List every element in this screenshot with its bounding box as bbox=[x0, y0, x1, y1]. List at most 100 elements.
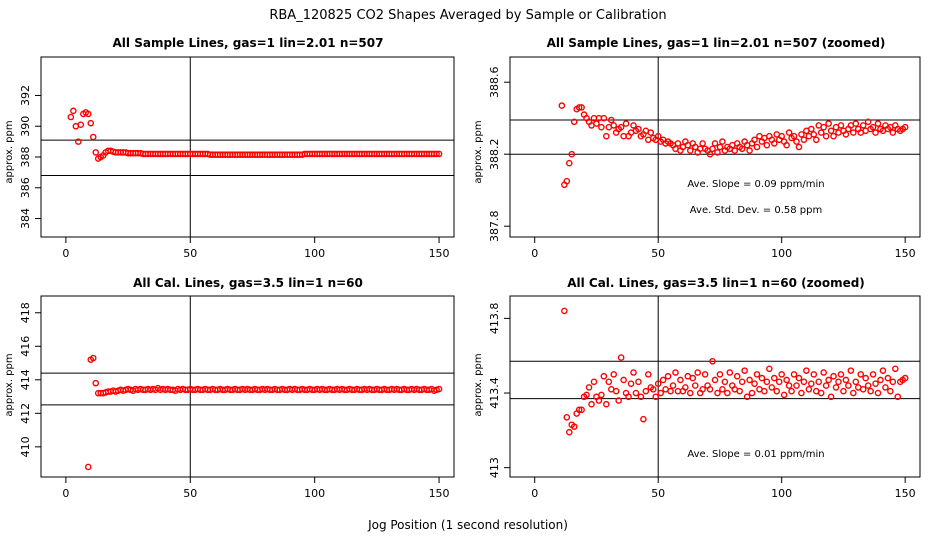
data-point bbox=[778, 371, 785, 378]
data-point bbox=[563, 413, 571, 421]
data-point bbox=[753, 371, 761, 378]
data-point bbox=[630, 122, 637, 129]
data-point bbox=[746, 376, 753, 384]
data-point bbox=[746, 147, 753, 154]
data-point bbox=[659, 376, 667, 384]
x-tick-label: 0 bbox=[62, 247, 69, 260]
y-tick-label: 384 bbox=[19, 208, 32, 229]
data-point bbox=[652, 393, 660, 401]
y-tick-label: 410 bbox=[19, 436, 32, 457]
y-tick-label: 390 bbox=[19, 116, 32, 137]
data-point bbox=[738, 378, 746, 386]
x-tick-label: 50 bbox=[651, 247, 665, 260]
data-point bbox=[800, 136, 808, 144]
data-point bbox=[630, 369, 637, 376]
data-point bbox=[89, 133, 97, 141]
chart-1: 0 50 100 150 387.8 388.2 388.6 Ave. Slope = 0.0… bbox=[488, 56, 921, 260]
y-tick-label: 413.8 bbox=[488, 303, 501, 335]
data-point bbox=[667, 387, 674, 395]
data-point bbox=[766, 365, 773, 373]
data-point bbox=[435, 385, 443, 393]
data-point bbox=[850, 129, 857, 136]
data-point bbox=[879, 367, 887, 374]
data-point bbox=[825, 120, 832, 127]
data-point bbox=[808, 380, 815, 388]
plot-frame bbox=[40, 295, 455, 478]
data-point bbox=[830, 132, 837, 140]
data-point bbox=[625, 393, 632, 401]
y-tick-label: 388 bbox=[19, 147, 32, 168]
data-point bbox=[827, 127, 835, 135]
x-tick-label: 0 bbox=[531, 487, 538, 500]
data-point bbox=[585, 384, 593, 391]
data-point bbox=[795, 143, 803, 151]
data-point bbox=[87, 119, 95, 127]
data-point bbox=[808, 125, 815, 133]
data-point bbox=[719, 138, 726, 145]
data-point bbox=[800, 378, 808, 386]
x-tick-label: 0 bbox=[531, 247, 538, 260]
chart-0: 0 50 100 150 384 386 388 390 392 bbox=[19, 56, 455, 260]
data-point bbox=[669, 382, 677, 389]
data-point bbox=[687, 147, 694, 154]
data-point bbox=[862, 374, 869, 382]
data-point bbox=[773, 387, 781, 395]
data-point bbox=[682, 384, 689, 391]
x-tick-label: 150 bbox=[429, 247, 450, 260]
data-point bbox=[810, 131, 818, 138]
data-point bbox=[775, 378, 783, 386]
data-point bbox=[887, 387, 894, 395]
data-point bbox=[635, 125, 642, 133]
data-point bbox=[810, 371, 818, 378]
data-point bbox=[877, 376, 884, 384]
data-point bbox=[714, 389, 721, 397]
data-point bbox=[637, 393, 645, 401]
data-point bbox=[578, 104, 585, 111]
panel-title: All Sample Lines, gas=1 lin=2.01 n=507 bbox=[113, 36, 384, 50]
panel-title: All Sample Lines, gas=1 lin=2.01 n=507 (… bbox=[547, 36, 886, 50]
data-point bbox=[820, 369, 827, 376]
data-point bbox=[736, 387, 743, 395]
data-point bbox=[706, 385, 714, 393]
data-point bbox=[600, 372, 608, 380]
data-point bbox=[785, 382, 793, 389]
data-point bbox=[92, 379, 100, 387]
chart-2: 0 50 100 150 410 412 414 416 418 bbox=[19, 295, 455, 500]
data-point bbox=[822, 132, 830, 140]
data-point bbox=[435, 150, 443, 158]
data-point bbox=[84, 463, 92, 471]
data-point bbox=[583, 391, 590, 399]
data-point bbox=[612, 387, 620, 395]
annotation: Ave. Slope = 0.01 ppm/min bbox=[687, 449, 824, 460]
data-point bbox=[731, 147, 739, 154]
panel-title: All Cal. Lines, gas=3.5 lin=1 n=60 bbox=[133, 276, 363, 290]
data-point bbox=[753, 143, 761, 151]
data-point bbox=[874, 120, 882, 127]
data-point bbox=[830, 372, 837, 380]
data-point bbox=[714, 149, 721, 156]
x-tick-label: 150 bbox=[895, 487, 916, 500]
x-axis-label: Jog Position (1 second resolution) bbox=[367, 518, 568, 532]
data-point bbox=[770, 374, 778, 382]
data-point bbox=[790, 132, 798, 140]
panel-top-left: All Sample Lines, gas=1 lin=2.01 n=507 a… bbox=[4, 36, 383, 184]
y-tick-label: 412 bbox=[19, 403, 32, 424]
data-point bbox=[864, 118, 872, 126]
data-point bbox=[798, 131, 805, 138]
data-point bbox=[654, 132, 662, 140]
data-point bbox=[817, 389, 825, 397]
data-point bbox=[770, 140, 778, 147]
data-point bbox=[664, 372, 672, 380]
y-tick-label: 388.6 bbox=[488, 66, 501, 98]
data-point bbox=[852, 120, 860, 127]
x-tick-label: 150 bbox=[429, 487, 450, 500]
data-point bbox=[837, 371, 845, 378]
data-point bbox=[748, 389, 756, 397]
y-axis-label: approx. ppm bbox=[473, 353, 484, 416]
data-point bbox=[874, 389, 882, 397]
y-tick-label: 416 bbox=[19, 336, 32, 357]
data-point bbox=[817, 129, 825, 136]
data-point bbox=[607, 116, 615, 124]
data-point bbox=[711, 140, 719, 147]
data-point bbox=[699, 140, 706, 147]
